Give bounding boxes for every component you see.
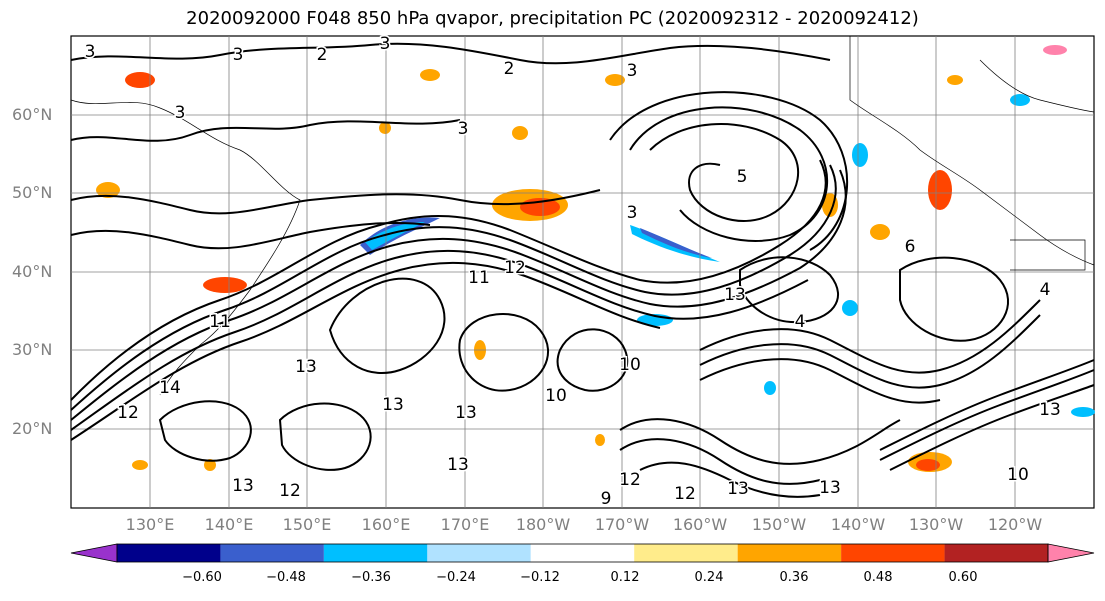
contour-label: 9 — [601, 489, 612, 509]
contour-labels: 3 3 3 2 2 3 3 3 5 3 11 11 12 13 13 13 14 12 13 10 10 12 13 12 13… — [83, 33, 1062, 511]
coastlines — [70, 36, 1095, 396]
lon-label: 160°W — [672, 515, 728, 534]
colorbar-tick-label: −0.24 — [436, 570, 476, 585]
lat-label: 20°N — [12, 419, 53, 438]
contour-label: 6 — [905, 237, 916, 257]
lon-label: 150°E — [282, 515, 332, 534]
colorbar-tick-label: 0.60 — [948, 570, 978, 585]
contour-label: 13 — [382, 395, 404, 415]
contour-label: 13 — [232, 476, 254, 496]
contour-label: 13 — [724, 285, 746, 305]
colorbar-segment — [427, 544, 531, 562]
colorbar-segment — [530, 544, 635, 562]
colorbar-segment — [117, 544, 221, 562]
contour-label: 5 — [737, 167, 748, 187]
contour-label: 12 — [117, 403, 139, 423]
colorbar-tick-label: −0.48 — [266, 570, 306, 585]
contour-label: 13 — [1039, 400, 1061, 420]
colorbar-segment — [737, 544, 842, 562]
contour-label: 13 — [447, 455, 469, 475]
contour-label: 12 — [619, 470, 641, 490]
contour-label: 3 — [85, 42, 96, 62]
contour-label: 4 — [1040, 280, 1051, 300]
contour-label: 10 — [619, 355, 641, 375]
lon-label: 170°W — [594, 515, 650, 534]
colorbar-segment — [220, 544, 324, 562]
colorbar-extend-low — [70, 543, 118, 563]
figure-title: 2020092000 F048 850 hPa qvapor, precipit… — [186, 8, 919, 29]
lon-label: 150°W — [751, 515, 807, 534]
contour-label: 3 — [627, 61, 638, 81]
contour-label: 13 — [727, 479, 749, 499]
colorbar-tick-label: 0.36 — [779, 570, 809, 585]
contour-label: 10 — [545, 386, 567, 406]
colorbar-extend-high — [1047, 543, 1095, 563]
colorbar-tick-label: −0.12 — [520, 570, 560, 585]
lat-label: 60°N — [12, 105, 53, 124]
contour-label: 12 — [279, 481, 301, 501]
precip-shading — [96, 45, 1095, 472]
colorbar — [70, 543, 1095, 563]
contour-label: 2 — [504, 59, 515, 79]
colorbar-tick-label: −0.60 — [182, 570, 222, 585]
colorbar-tick-label: 0.24 — [694, 570, 724, 585]
lon-label: 130°E — [125, 515, 175, 534]
colorbar-tick-label: −0.36 — [351, 570, 391, 585]
lat-label: 40°N — [12, 262, 53, 281]
contour-label: 3 — [627, 203, 638, 223]
contour-label: 3 — [380, 34, 391, 54]
contour-label: 3 — [233, 45, 244, 65]
contour-label: 12 — [504, 258, 526, 278]
lon-label: 160°E — [361, 515, 411, 534]
qvapor-contours — [70, 42, 1095, 498]
contour-label: 13 — [819, 478, 841, 498]
colorbar-tick-label: 0.48 — [863, 570, 893, 585]
lon-label: 180°W — [515, 515, 571, 534]
lon-label: 130°W — [908, 515, 964, 534]
lon-label: 140°W — [830, 515, 886, 534]
contour-label: 12 — [674, 484, 696, 504]
colorbar-outline — [116, 543, 1049, 563]
contour-label: 10 — [1007, 465, 1029, 485]
contour-label: 14 — [159, 378, 181, 398]
contour-label: 11 — [468, 268, 490, 288]
lon-label: 120°W — [987, 515, 1043, 534]
lat-label: 30°N — [12, 340, 53, 359]
contour-label: 13 — [295, 357, 317, 377]
contour-label: 4 — [795, 312, 806, 332]
lon-label: 140°E — [204, 515, 254, 534]
colorbar-tick-label: 0.12 — [610, 570, 640, 585]
colorbar-segment — [841, 544, 945, 562]
lat-label: 50°N — [12, 183, 53, 202]
contour-label: 3 — [458, 119, 469, 139]
colorbar-segment — [634, 544, 738, 562]
colorbar-segment — [323, 544, 428, 562]
contour-label: 11 — [209, 312, 231, 332]
contour-label: 2 — [317, 45, 328, 65]
colorbar-segment — [944, 544, 1048, 562]
contour-label: 13 — [455, 403, 477, 423]
lon-label: 170°E — [440, 515, 490, 534]
contour-label: 3 — [175, 103, 186, 123]
